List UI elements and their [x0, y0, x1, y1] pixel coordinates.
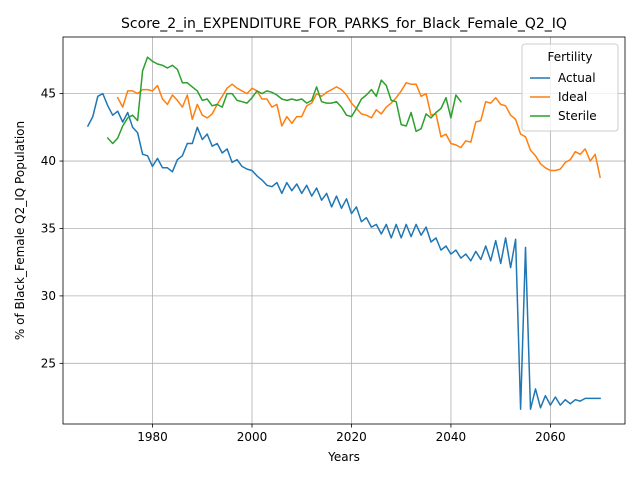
y-tick-label: 25: [41, 356, 56, 370]
x-tick-label: 2000: [237, 430, 268, 444]
x-axis-title: Years: [327, 450, 360, 464]
legend-entries: Actual Ideal Sterile: [530, 71, 597, 123]
legend: Fertility Actual Ideal Sterile: [521, 43, 619, 132]
legend-title: Fertility: [547, 50, 592, 64]
legend-label: Ideal: [558, 90, 587, 104]
chart-title: Score_2_in_EXPENDITURE_FOR_PARKS_for_Bla…: [121, 16, 567, 32]
legend-entry-sterile: Sterile: [530, 109, 597, 123]
legend-box: [521, 43, 619, 132]
legend-label: Actual: [558, 71, 596, 85]
series-lines: [86, 56, 601, 410]
y-tick-label: 35: [41, 221, 56, 235]
plot-frame: [62, 36, 626, 425]
y-tick-label: 40: [41, 154, 56, 168]
x-tick-label: 2040: [436, 430, 467, 444]
series-line-ideal: [116, 82, 601, 179]
series-line-actual: [86, 92, 601, 410]
legend-label: Sterile: [558, 109, 597, 123]
x-tick-label: 1980: [137, 430, 168, 444]
axis-ticks: 1980 2000 2020 2040 2060 25 30 35 40 45: [41, 87, 566, 444]
legend-entry-actual: Actual: [530, 71, 596, 85]
legend-entry-ideal: Ideal: [530, 90, 587, 104]
x-tick-label: 2060: [535, 430, 566, 444]
y-tick-label: 45: [41, 87, 56, 101]
x-tick-label: 2020: [336, 430, 367, 444]
y-axis-title: % of Black_Female Q2_IQ Population: [13, 121, 27, 340]
series-line-sterile: [106, 56, 462, 145]
y-tick-label: 30: [41, 289, 56, 303]
